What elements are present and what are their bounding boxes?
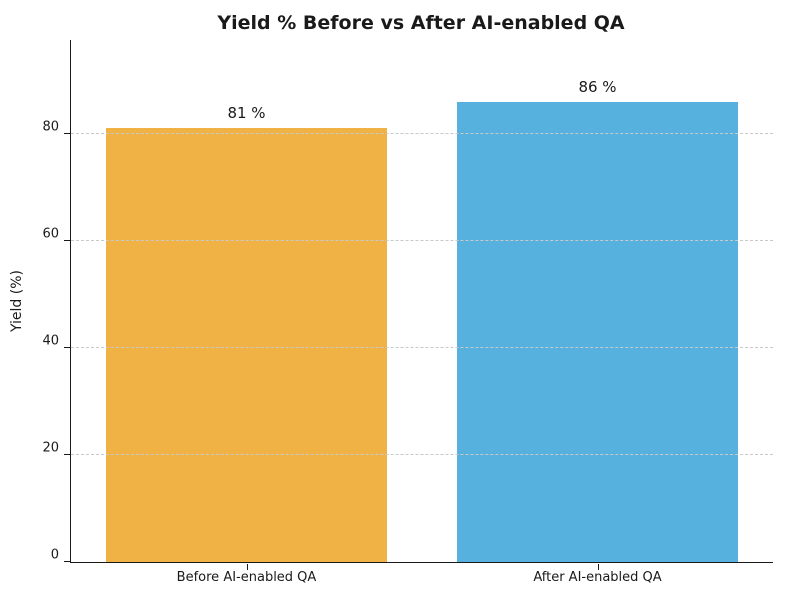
plot-area: 81 % Before AI-enabled QA 86 % After AI-ena… — [42, 40, 773, 585]
gridline — [71, 239, 773, 241]
bar-value-label: 86 % — [578, 77, 617, 96]
y-axis-tick-mark — [63, 346, 70, 348]
x-axis-tick-label: Before AI-enabled QA — [176, 570, 317, 585]
gridline — [71, 132, 773, 134]
bar-before — [106, 128, 387, 562]
x-axis-tick-mark — [246, 563, 248, 570]
y-axis-tick-mark — [63, 561, 70, 562]
y-axis-tick-label: 40 — [42, 333, 59, 349]
x-axis-tick-label: After AI-enabled QA — [533, 570, 662, 585]
y-axis-tick-mark — [63, 453, 70, 455]
y-axis-tick-label: 60 — [42, 226, 59, 242]
gridline — [71, 346, 773, 348]
x-axis-tick-mark — [597, 563, 599, 570]
y-axis-label: Yield (%) — [9, 269, 25, 333]
y-axis-tick-label: 0 — [50, 547, 59, 563]
y-axis-tick-label: 20 — [42, 440, 59, 456]
y-axis-tick-label: 80 — [42, 119, 59, 135]
gridline — [71, 453, 773, 455]
y-axis-tick-mark — [63, 239, 70, 241]
y-axis-tick-mark — [63, 132, 70, 134]
chart-title: Yield % Before vs After AI-enabled QA — [217, 12, 625, 34]
bar-after — [457, 101, 738, 562]
bar-value-label: 81 % — [227, 104, 266, 123]
